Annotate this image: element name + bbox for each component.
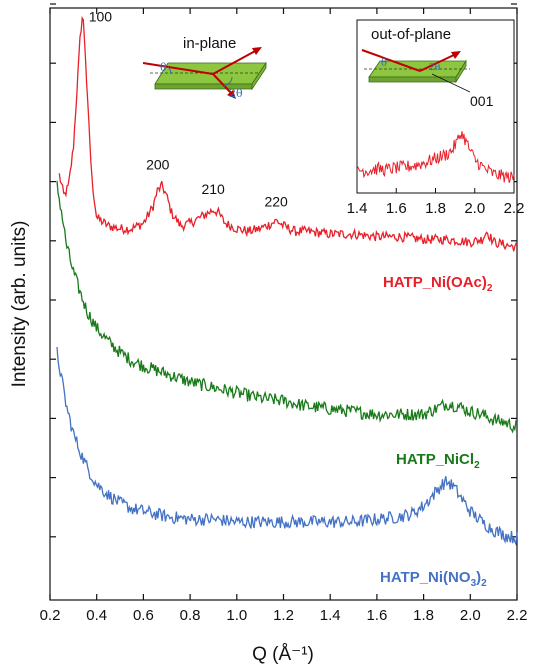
inset-series-layer <box>356 131 515 183</box>
peak-label-2: 210 <box>201 181 225 197</box>
peak-labels: 100 200 210 220 <box>89 8 288 209</box>
theta-label: θ <box>160 61 167 74</box>
substrate-end <box>251 61 267 91</box>
diffracted-beam-arrow-icon <box>252 47 262 55</box>
peak-label-3: 220 <box>264 194 288 210</box>
inset-x-tick-label-2: 1.8 <box>425 200 446 217</box>
incident-beam <box>142 62 214 75</box>
inset-diffracted-arrow-icon <box>451 51 461 59</box>
x-tick-label-8: 1.8 <box>413 607 434 624</box>
x-axis-ticks: 0.2 0.4 0.6 0.8 1.0 1.2 1.4 1.6 1.8 2.0 2.2 <box>40 8 528 624</box>
inset-schematic: θ 2θ <box>361 49 471 93</box>
x-tick-label-1: 0.4 <box>86 607 107 624</box>
inset-diffracted-beam <box>419 53 457 72</box>
inset-leader-line <box>431 73 471 93</box>
x-tick-label-4: 1.0 <box>226 607 247 624</box>
series-labels: HATP_Ni(OAc)2 HATP_NiCl2 HATP_Ni(NO3)2 <box>380 274 493 589</box>
two-theta-label: 2θ <box>229 87 243 100</box>
inset-substrate-end <box>455 59 467 84</box>
inset-x-tick-label-4: 2.2 <box>504 200 525 217</box>
theta-arc <box>167 66 172 75</box>
inset-plot: out-of-plane θ 2θ 1.4 1.6 1.8 2.0 2.2 001 <box>347 19 525 217</box>
series-label-oac: HATP_Ni(OAc)2 <box>383 274 493 294</box>
inset-x-tick-label-1: 1.6 <box>386 200 407 217</box>
inset-x-ticks: 1.4 1.6 1.8 2.0 2.2 <box>347 188 525 217</box>
series-line-0 <box>58 15 518 252</box>
x-tick-label-6: 1.4 <box>320 607 341 624</box>
inset-title: out-of-plane <box>371 26 451 43</box>
peak-label-1: 200 <box>146 157 170 173</box>
x-tick-label-3: 0.8 <box>180 607 201 624</box>
in-plane-schematic: in-plane θ 2θ <box>142 35 267 100</box>
x-tick-label-2: 0.6 <box>133 607 154 624</box>
series-label-nino3: HATP_Ni(NO3)2 <box>380 569 487 589</box>
transmitted-beam <box>212 73 233 95</box>
diffracted-beam <box>212 49 258 75</box>
transmitted-beam-arrow-icon <box>227 90 236 99</box>
x-tick-label-7: 1.6 <box>366 607 387 624</box>
x-axis-title: Q (Å⁻¹) <box>252 644 314 665</box>
inset-incident-beam <box>361 49 421 72</box>
inset-peak-label: 001 <box>470 93 494 109</box>
in-plane-title: in-plane <box>183 35 236 52</box>
inset-frame <box>356 19 515 194</box>
peak-label-0: 100 <box>89 8 113 24</box>
series-layer <box>56 15 518 547</box>
inset-theta-label: θ <box>381 58 387 69</box>
series-line-1 <box>56 180 518 434</box>
inset-x-tick-label-0: 1.4 <box>347 200 368 217</box>
x-tick-label-0: 0.2 <box>40 607 61 624</box>
series-line-2 <box>56 346 518 547</box>
x-tick-label-10: 2.2 <box>507 607 528 624</box>
inset-series-line <box>356 131 515 183</box>
inset-two-theta-label: 2θ <box>429 63 440 73</box>
inset-x-tick-label-3: 2.0 <box>464 200 485 217</box>
x-tick-label-9: 2.0 <box>460 607 481 624</box>
series-label-nicl2: HATP_NiCl2 <box>396 451 480 471</box>
x-tick-label-5: 1.2 <box>273 607 294 624</box>
y-axis-title: Intensity (arb. units) <box>9 221 30 388</box>
two-theta-arc <box>223 76 233 87</box>
y-axis-ticks <box>50 3 517 538</box>
